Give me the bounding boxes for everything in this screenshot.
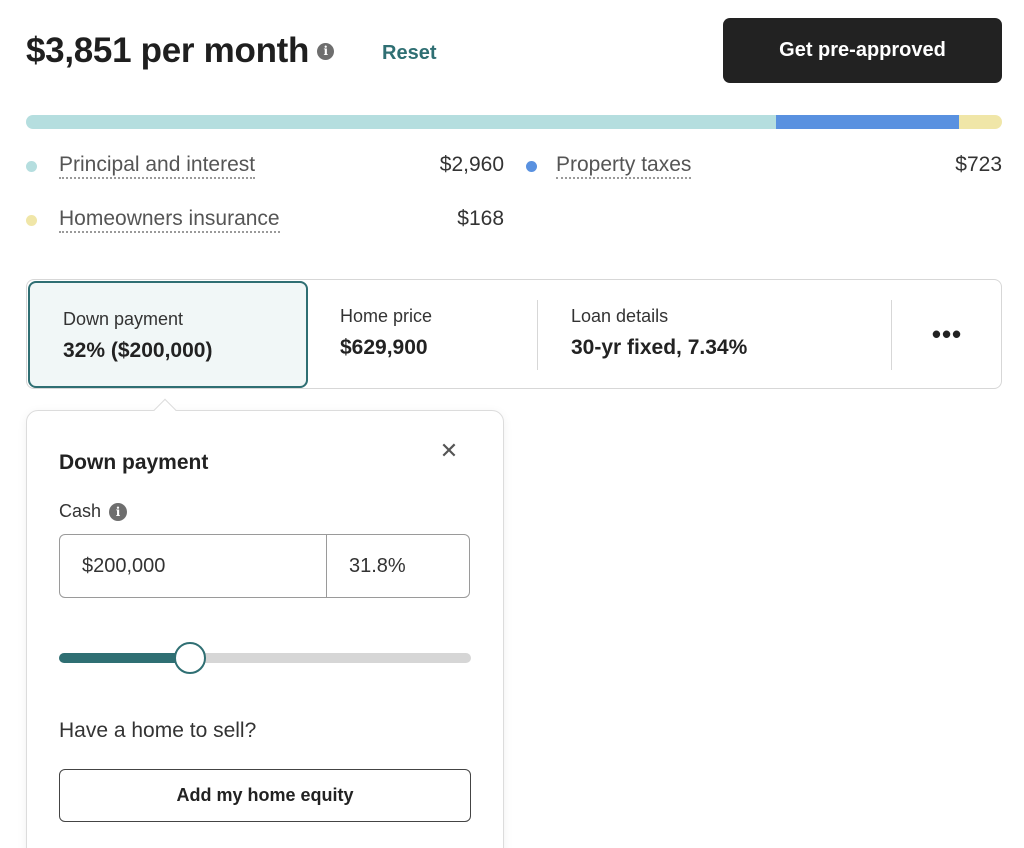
cash-label: Cash i [59, 501, 128, 522]
slider-track[interactable] [59, 653, 471, 663]
down-payment-percent-input[interactable] [327, 535, 469, 597]
insurance-value: $168 [457, 207, 504, 230]
principal-label[interactable]: Principal and interest [59, 153, 256, 179]
slider-fill [59, 653, 191, 663]
cash-label-text: Cash [59, 501, 102, 521]
add-home-equity-button[interactable]: Add my home equity [59, 769, 471, 822]
down-payment-amount-input[interactable] [60, 535, 327, 597]
monthly-payment-text: $3,851 per month [26, 31, 310, 70]
tab-divider [537, 300, 538, 370]
tab-loan-details[interactable]: Loan details 30-yr fixed, 7.34% [538, 280, 891, 388]
taxes-label[interactable]: Property taxes [556, 153, 692, 179]
down-payment-popover: Down payment ✕ Cash i Have a home to sel… [26, 398, 504, 848]
home-to-sell-question: Have a home to sell? [59, 719, 257, 742]
monthly-payment: $3,851 per month i [26, 31, 335, 71]
tab-divider [891, 300, 892, 370]
popover-caret [153, 398, 177, 422]
slider-thumb[interactable] [174, 642, 207, 674]
tab-down-payment-title: Down payment [63, 309, 184, 329]
principal-dot [26, 160, 37, 172]
info-icon[interactable]: i [317, 42, 335, 60]
insurance-dot [26, 214, 37, 226]
principal-value: $2,960 [439, 153, 504, 176]
payment-header: $3,851 per month i Reset Get pre-approve… [26, 18, 1002, 84]
close-icon[interactable]: ✕ [439, 438, 459, 463]
taxes-value: $723 [955, 153, 1002, 176]
insurance-segment [959, 115, 1002, 129]
taxes-dot [526, 160, 537, 172]
mortgage-tabs: Down payment 32% ($200,000) Home price $… [26, 279, 1002, 389]
down-payment-slider[interactable] [59, 641, 471, 674]
taxes-segment [776, 115, 960, 129]
legend-principal: Principal and interest $2,960 [26, 151, 504, 181]
tab-home-price-title: Home price [340, 306, 433, 326]
info-icon[interactable]: i [109, 502, 128, 521]
tab-down-payment[interactable]: Down payment 32% ($200,000) [28, 281, 308, 388]
tab-loan-details-value: 30-yr fixed, 7.34% [571, 336, 748, 359]
tab-home-price[interactable]: Home price $629,900 [310, 280, 536, 388]
tab-loan-details-title: Loan details [571, 306, 669, 326]
insurance-label[interactable]: Homeowners insurance [59, 207, 280, 233]
down-payment-inputs [59, 534, 470, 598]
tab-down-payment-value: 32% ($200,000) [63, 339, 213, 362]
more-options-icon[interactable]: ••• [931, 318, 963, 349]
legend-insurance: Homeowners insurance $168 [26, 205, 504, 235]
legend-taxes: Property taxes $723 [526, 151, 1002, 181]
reset-link[interactable]: Reset [382, 42, 437, 64]
payment-breakdown-bar [26, 115, 1002, 129]
principal-segment [26, 115, 777, 129]
tab-home-price-value: $629,900 [340, 336, 428, 359]
popover-title: Down payment [59, 451, 209, 474]
get-preapproved-button[interactable]: Get pre-approved [723, 18, 1002, 83]
